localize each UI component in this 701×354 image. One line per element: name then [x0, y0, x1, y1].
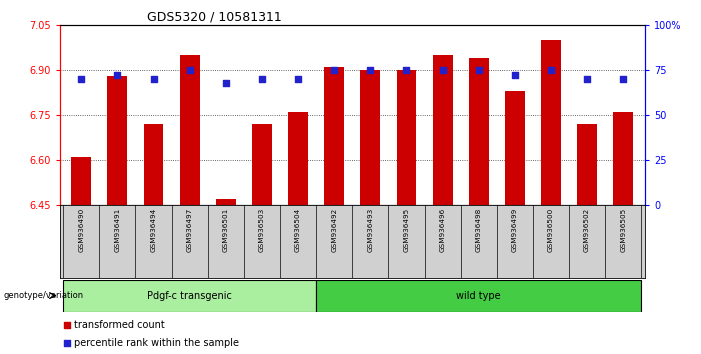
Text: GSM936494: GSM936494	[151, 207, 156, 252]
Text: GSM936495: GSM936495	[404, 207, 409, 252]
Text: GSM936493: GSM936493	[367, 207, 374, 252]
Bar	[216, 199, 236, 205]
Text: percentile rank within the sample: percentile rank within the sample	[74, 338, 239, 348]
Text: GSM936490: GSM936490	[79, 207, 84, 252]
Point	[257, 76, 268, 82]
Point	[111, 73, 123, 78]
Text: GSM936500: GSM936500	[548, 207, 554, 252]
Bar	[433, 55, 453, 205]
Point	[545, 67, 557, 73]
Text: GSM936497: GSM936497	[186, 207, 193, 252]
Point	[76, 76, 87, 82]
Text: transformed count: transformed count	[74, 320, 165, 330]
Bar	[360, 70, 380, 205]
Point	[220, 80, 231, 85]
Point	[437, 67, 448, 73]
Bar	[63, 280, 316, 312]
Bar	[541, 40, 561, 205]
Point	[411, 98, 422, 104]
Point	[473, 67, 484, 73]
Point	[184, 67, 196, 73]
Bar	[325, 67, 344, 205]
Point	[401, 67, 412, 73]
Bar	[107, 76, 128, 205]
Point	[148, 76, 159, 82]
Bar	[577, 124, 597, 205]
Point	[618, 76, 629, 82]
Text: GSM936501: GSM936501	[223, 207, 229, 252]
Bar	[505, 91, 525, 205]
Point	[509, 73, 520, 78]
Point	[292, 76, 304, 82]
Text: GDS5320 / 10581311: GDS5320 / 10581311	[147, 11, 282, 24]
Bar	[613, 112, 633, 205]
Bar	[469, 58, 489, 205]
Bar	[288, 112, 308, 205]
Text: GSM936498: GSM936498	[476, 207, 482, 252]
Text: GSM936504: GSM936504	[295, 207, 301, 252]
Bar	[72, 157, 91, 205]
Point	[365, 67, 376, 73]
Bar	[252, 124, 272, 205]
Bar	[316, 280, 641, 312]
Point	[411, 259, 422, 265]
Text: GSM936491: GSM936491	[114, 207, 121, 252]
Bar	[179, 55, 200, 205]
Bar	[397, 70, 416, 205]
Text: GSM936492: GSM936492	[331, 207, 337, 252]
Point	[582, 76, 593, 82]
Text: wild type: wild type	[456, 291, 501, 301]
Text: GSM936502: GSM936502	[584, 207, 590, 252]
Text: GSM936503: GSM936503	[259, 207, 265, 252]
Text: GSM936496: GSM936496	[440, 207, 446, 252]
Text: Pdgf-c transgenic: Pdgf-c transgenic	[147, 291, 232, 301]
Text: GSM936499: GSM936499	[512, 207, 518, 252]
Bar	[144, 124, 163, 205]
Text: GSM936505: GSM936505	[620, 207, 626, 252]
Text: genotype/variation: genotype/variation	[4, 291, 83, 300]
Point	[329, 67, 340, 73]
